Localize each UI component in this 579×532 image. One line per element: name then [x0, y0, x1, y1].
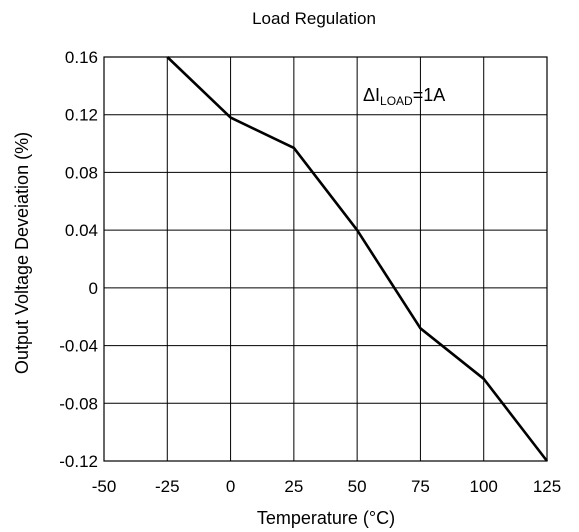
y-tick-label: -0.12	[59, 452, 98, 471]
x-tick-label: -50	[92, 477, 117, 496]
y-tick-label: -0.04	[59, 337, 98, 356]
x-tick-label: 75	[411, 477, 430, 496]
chart-title: Load Regulation	[252, 9, 376, 28]
annotation-prefix: ΔI	[363, 85, 380, 105]
x-tick-label: 0	[226, 477, 235, 496]
delta-i-load-annotation: ΔILOAD=1A	[363, 85, 445, 108]
grid	[103, 56, 548, 462]
x-tick-label: 25	[284, 477, 303, 496]
y-tick-label: 0.12	[65, 106, 98, 125]
y-axis-title: Output Voltage Deveiation (%)	[12, 132, 32, 374]
y-tick-label: -0.08	[59, 394, 98, 413]
y-tick-labels: 0.16 0.12 0.08 0.04 0 -0.04 -0.08 -0.12	[59, 48, 98, 471]
y-tick-label: 0	[89, 279, 98, 298]
x-tick-label: 100	[470, 477, 498, 496]
y-tick-label: 0.08	[65, 163, 98, 182]
y-tick-label: 0.04	[65, 221, 98, 240]
annotation-suffix: =1A	[413, 85, 446, 105]
x-tick-label: 125	[533, 477, 561, 496]
y-tick-label: 0.16	[65, 48, 98, 67]
series-line	[166, 56, 549, 462]
x-tick-labels: -50 -25 0 25 50 75 100 125	[92, 477, 561, 496]
x-tick-label: -25	[155, 477, 180, 496]
annotation-subscript: LOAD	[380, 94, 413, 108]
plot-frame	[103, 56, 548, 462]
x-tick-label: 50	[348, 477, 367, 496]
x-axis-title: Temperature (°C)	[257, 508, 395, 528]
